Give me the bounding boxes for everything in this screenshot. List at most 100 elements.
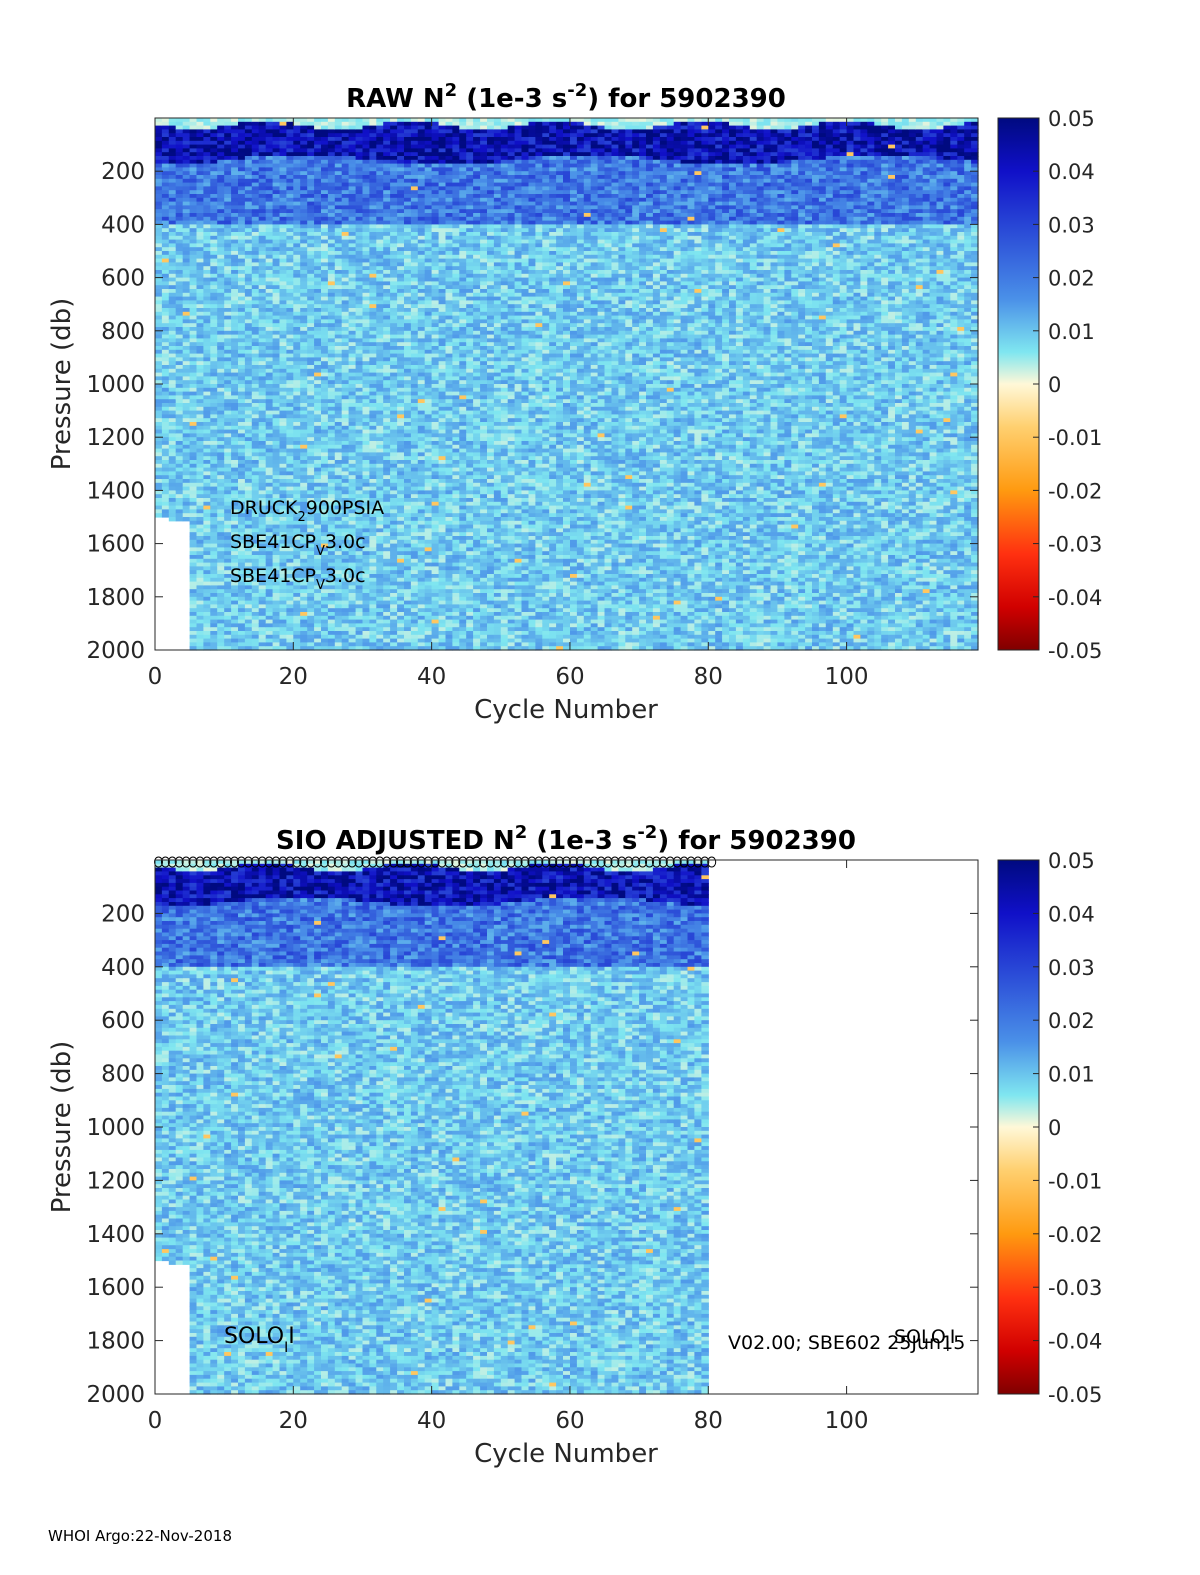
heatmap-cell <box>321 517 329 522</box>
heatmap-cell <box>369 258 377 263</box>
heatmap-cell <box>231 273 239 279</box>
heatmap-cell <box>196 596 204 602</box>
heatmap-cell <box>210 425 218 431</box>
heatmap-cell <box>341 608 350 613</box>
heatmap-cell <box>168 342 177 347</box>
heatmap-cell <box>155 232 163 237</box>
heatmap-cell <box>383 285 391 290</box>
heatmap-cell <box>244 262 253 267</box>
heatmap-cell <box>383 437 391 442</box>
heatmap-cell <box>355 486 364 491</box>
heatmap-cell <box>161 140 170 146</box>
heatmap-cell <box>348 631 357 636</box>
heatmap-cell <box>217 460 225 465</box>
heatmap-cell <box>203 505 211 510</box>
heatmap-cell <box>314 125 322 130</box>
heatmap-cell <box>383 418 391 423</box>
heatmap-cell <box>231 380 239 385</box>
heatmap-cell <box>251 486 260 491</box>
heatmap-cell <box>404 137 412 142</box>
heatmap-cell <box>279 589 287 594</box>
heatmap-cell <box>196 467 204 472</box>
heatmap-cell <box>217 159 225 165</box>
heatmap-cell <box>175 361 184 366</box>
heatmap-cell <box>341 376 350 381</box>
heatmap-cell <box>314 163 322 168</box>
heatmap-cell <box>196 144 204 149</box>
heatmap-cell <box>244 623 253 628</box>
heatmap-cell <box>390 125 398 130</box>
heatmap-cell <box>383 334 391 339</box>
heatmap-cell <box>210 216 218 222</box>
heatmap-cell <box>341 536 350 541</box>
heatmap-cell <box>244 456 253 461</box>
heatmap-cell <box>321 319 329 324</box>
heatmap-cell <box>161 327 170 332</box>
heatmap-cell <box>300 235 308 241</box>
heatmap-cell <box>362 536 370 541</box>
heatmap-cell <box>203 425 211 431</box>
heatmap-cell <box>286 319 294 324</box>
heatmap-cell <box>376 486 384 491</box>
heatmap-cell <box>196 452 204 457</box>
heatmap-cell <box>307 532 315 537</box>
heatmap-cell <box>376 577 384 583</box>
heatmap-cell <box>231 414 239 419</box>
heatmap-cell <box>272 612 281 617</box>
heatmap-cell <box>244 133 253 138</box>
heatmap-cell <box>327 608 336 613</box>
heatmap-cell <box>258 315 267 320</box>
heatmap-cell <box>300 277 308 282</box>
heatmap-cell <box>286 475 294 480</box>
heatmap-cell <box>376 159 384 165</box>
heatmap-cell <box>383 239 391 244</box>
heatmap-cell <box>327 631 336 636</box>
heatmap-cell <box>307 391 315 396</box>
heatmap-cell <box>376 251 384 256</box>
heatmap-cell <box>286 251 294 256</box>
heatmap-cell <box>348 558 357 564</box>
heatmap-cell <box>175 304 184 309</box>
heatmap-cell <box>168 163 177 168</box>
heatmap-cell <box>210 175 218 180</box>
heatmap-cell <box>321 566 329 571</box>
heatmap-cell <box>231 387 239 393</box>
heatmap-cell <box>355 467 364 472</box>
heatmap-cell <box>203 441 211 446</box>
heatmap-cell <box>168 448 177 453</box>
heatmap-cell <box>175 289 184 294</box>
heatmap-cell <box>161 422 170 427</box>
heatmap-cell <box>348 547 357 552</box>
heatmap-cell <box>168 368 177 374</box>
heatmap-cell <box>300 479 308 484</box>
heatmap-cell <box>307 334 315 339</box>
heatmap-cell <box>321 235 329 241</box>
heatmap-cell <box>258 129 267 134</box>
heatmap-cell <box>203 414 211 419</box>
heatmap-cell <box>362 186 370 191</box>
heatmap-cell <box>293 262 301 267</box>
heatmap-cell <box>196 380 204 385</box>
heatmap-cell <box>321 273 329 279</box>
heatmap-cell <box>300 391 308 396</box>
heatmap-cell <box>182 258 191 263</box>
heatmap-cell <box>286 581 294 586</box>
heatmap-cell <box>265 498 274 503</box>
heatmap-cell <box>348 494 357 499</box>
heatmap-cell <box>390 437 398 442</box>
heatmap-cell <box>404 247 412 252</box>
heatmap-cell <box>265 300 274 305</box>
heatmap-cell <box>327 137 336 142</box>
heatmap-cell <box>168 277 177 282</box>
heatmap-cell <box>286 509 294 514</box>
heatmap-cell <box>293 422 301 427</box>
heatmap-cell <box>258 596 267 602</box>
heatmap-cell <box>390 589 398 594</box>
heatmap-cell <box>203 300 211 305</box>
heatmap-cell <box>182 490 191 495</box>
heatmap-cell <box>238 479 246 484</box>
heatmap-cell <box>182 365 191 370</box>
heatmap-cell <box>397 619 405 624</box>
heatmap-cell <box>210 577 218 583</box>
heatmap-cell <box>307 380 315 385</box>
